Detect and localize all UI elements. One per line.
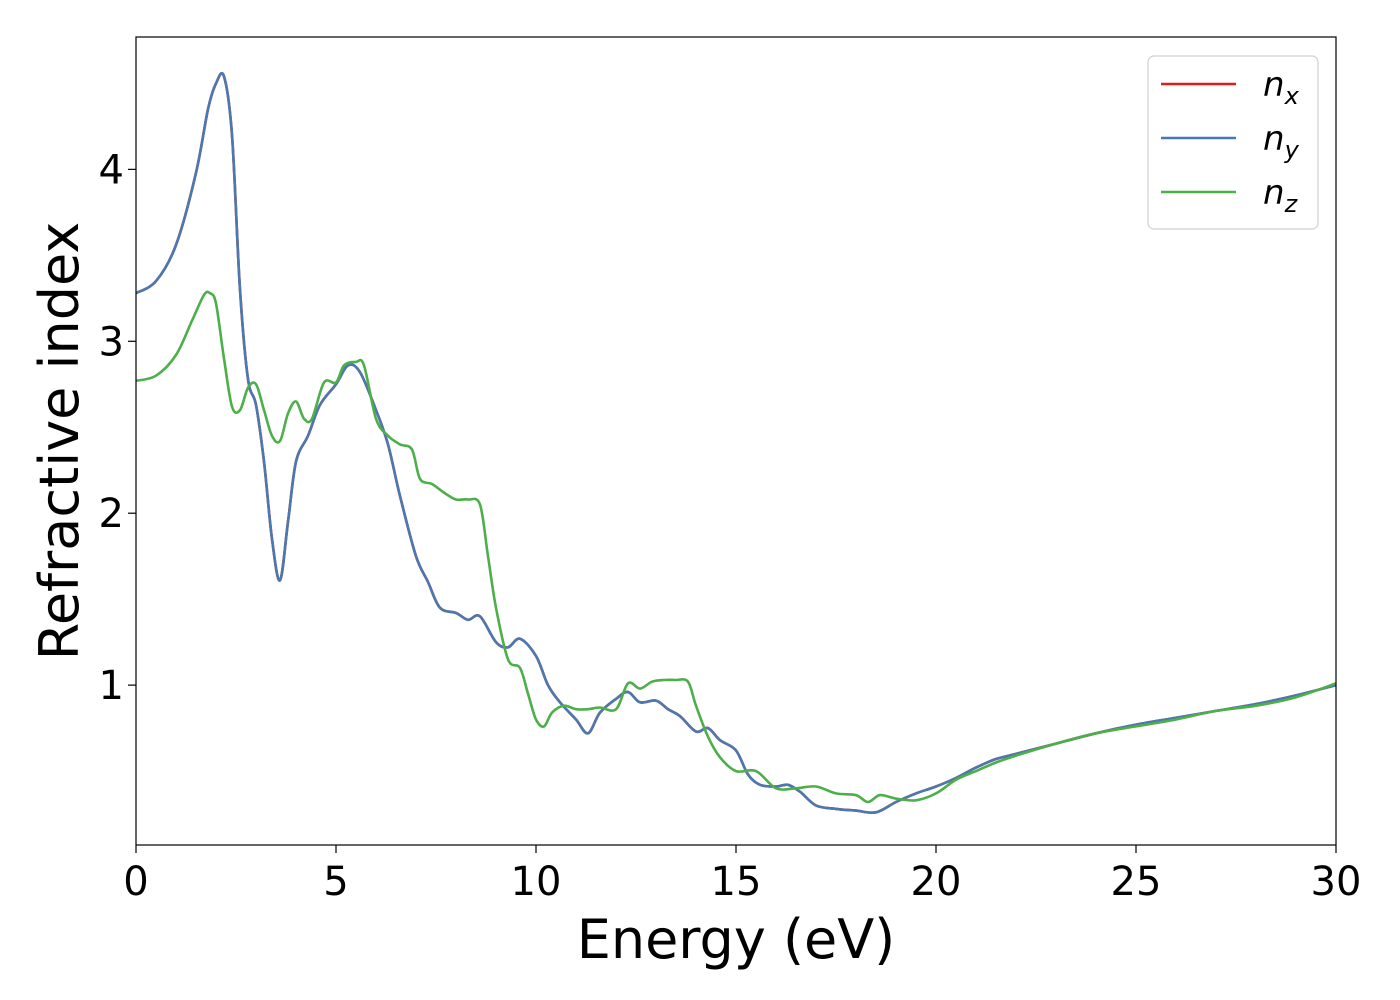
x-axis-title: Energy (eV) — [577, 908, 896, 971]
x-tick-label: 15 — [711, 859, 762, 905]
series-line-n-z — [136, 290, 1336, 804]
x-tick-label: 10 — [511, 859, 562, 905]
y-tick-label: 4 — [99, 147, 124, 193]
x-tick-label: 0 — [123, 859, 148, 905]
x-tick-label: 25 — [1111, 859, 1162, 905]
plot-lines — [136, 71, 1336, 815]
legend-label: nz — [1263, 173, 1299, 218]
x-tick-label: 5 — [323, 859, 348, 905]
x-axis-ticks: 0 5 10 15 20 25 30 — [123, 845, 1361, 905]
series-line-n-y — [136, 71, 1336, 815]
y-tick-label: 1 — [99, 663, 124, 709]
legend-box — [1147, 55, 1319, 230]
x-tick-label: 20 — [911, 859, 962, 905]
x-tick-label: 30 — [1311, 859, 1362, 905]
y-axis-title: Refractive index — [28, 222, 91, 661]
y-tick-label: 3 — [99, 319, 124, 365]
legend-label: ny — [1263, 119, 1300, 164]
legend-label: nx — [1263, 65, 1300, 110]
legend: nx ny nz — [1147, 55, 1319, 230]
y-axis-ticks: 1 2 3 4 — [99, 147, 136, 709]
y-tick-label: 2 — [99, 491, 124, 537]
